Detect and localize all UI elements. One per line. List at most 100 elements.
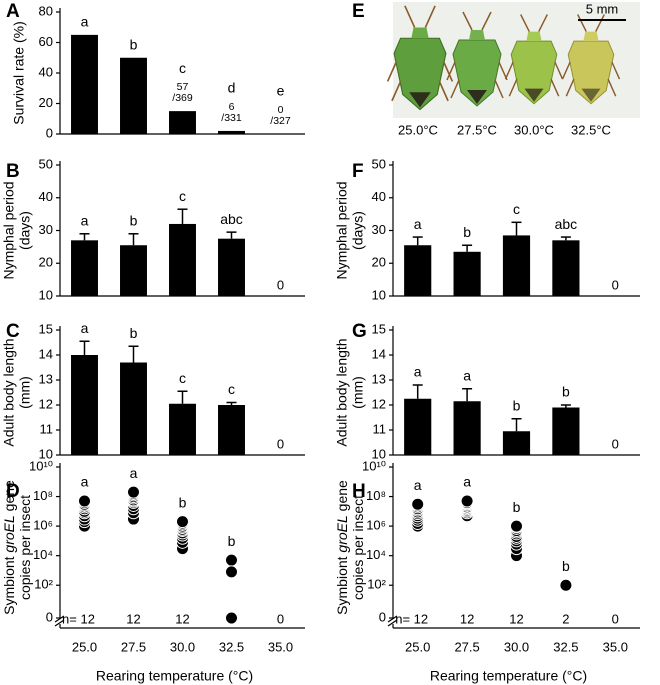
bar	[404, 398, 432, 455]
y-tick-label: 20	[39, 255, 53, 270]
y-tick-label: 10⁸	[33, 488, 53, 503]
bar	[453, 251, 481, 296]
significance-letter: b	[513, 397, 521, 413]
x-tick-label: 32.5	[553, 639, 578, 654]
significance-letter: e	[277, 83, 285, 99]
dot	[176, 515, 189, 529]
y-axis-label-part: copies per insect	[17, 495, 33, 600]
significance-letter: b	[130, 212, 138, 228]
y-axis-label: (mm)	[17, 376, 33, 409]
y-tick-label: 10	[372, 446, 386, 461]
n-label-line: /331	[221, 112, 242, 124]
n-label-line: 57	[177, 81, 189, 93]
bar	[120, 245, 147, 296]
significance-letter: a	[81, 320, 89, 336]
y-axis-label: copies per insect	[17, 495, 33, 600]
significance-letter: b	[179, 494, 187, 510]
y-tick-label: 40	[372, 189, 386, 204]
x-tick-label: 27.5	[454, 639, 479, 654]
y-tick-label: 20	[39, 95, 53, 110]
significance-letter: c	[179, 370, 186, 386]
y-tick-label: 20	[372, 255, 386, 270]
panel-letter: H	[352, 481, 366, 502]
y-axis-label-part: Symbiont	[1, 553, 17, 615]
bar	[71, 34, 98, 134]
bar	[218, 405, 245, 455]
dot	[225, 611, 238, 625]
n-label: 28	[175, 277, 189, 292]
n-label-line: 0	[278, 104, 284, 116]
x-tick-label: 30.0	[170, 639, 195, 654]
n-label: 57/369	[172, 81, 193, 104]
scale-label: 5 mm	[586, 1, 619, 16]
n-label: 0	[612, 436, 619, 451]
axis-break	[54, 615, 65, 623]
n-label: 3	[228, 436, 235, 451]
n-label: n= 12	[62, 611, 95, 626]
y-axis-label: Nymphal period	[334, 181, 350, 279]
y-axis-label: (days)	[17, 211, 33, 250]
y-tick-label: 30	[372, 222, 386, 237]
n-label: 2	[562, 611, 569, 626]
n-label: 3	[228, 611, 235, 626]
n-label: 0	[277, 277, 284, 292]
significance-letter: b	[228, 533, 236, 549]
n-label-line: 219	[76, 106, 94, 118]
y-tick-label: 80	[39, 3, 53, 18]
y-tick-label: 15	[39, 321, 53, 336]
y-tick-label: 50	[372, 156, 386, 171]
n-label-line: /338	[74, 117, 95, 129]
significance-letter: a	[463, 474, 471, 490]
n-label: 29	[509, 277, 523, 292]
bar	[218, 238, 245, 296]
significance-letter: abc	[555, 216, 578, 232]
significance-letter: a	[463, 367, 471, 383]
dot	[559, 578, 573, 592]
significance-letter: a	[81, 14, 89, 30]
y-tick-label: 10⁴	[33, 547, 53, 562]
y-tick-label: 50	[39, 156, 53, 171]
x-tick-label: 25.0	[72, 639, 97, 654]
significance-letter: a	[414, 364, 422, 380]
y-axis-label: copies per insect	[350, 495, 366, 600]
n-label: 0	[612, 611, 619, 626]
dot	[460, 494, 474, 508]
significance-letter: b	[130, 325, 138, 341]
n-label: 91	[460, 277, 474, 292]
n-label: 79	[77, 436, 91, 451]
n-label: 12	[126, 611, 140, 626]
bar	[552, 407, 580, 455]
y-axis-label: Adult body length	[334, 338, 350, 446]
x-axis-label: Rearing temperature (°C)	[96, 668, 253, 684]
significance-letter: c	[179, 188, 186, 204]
bug	[446, 11, 508, 107]
dot	[411, 497, 425, 511]
significance-letter: a	[414, 216, 422, 232]
y-tick-label: 14	[39, 346, 53, 361]
y-axis-label-part: gene	[1, 480, 17, 515]
y-tick-label: 11	[40, 421, 54, 436]
y-tick-label: 30	[39, 222, 53, 237]
axis-break	[54, 619, 65, 627]
x-tick-label: 27.5	[121, 639, 146, 654]
y-tick-label: 40	[39, 64, 53, 79]
bar	[71, 355, 98, 455]
dot	[127, 485, 140, 499]
y-axis-label: (days)	[350, 211, 366, 250]
axis-break	[387, 615, 398, 623]
significance-letter: c	[513, 201, 520, 217]
y-tick-label: 10⁶	[366, 518, 386, 533]
n-label: 12	[175, 611, 189, 626]
y-tick-label: 10²	[34, 577, 53, 592]
significance-letter: b	[562, 558, 570, 574]
y-axis-label-part: copies per insect	[350, 495, 366, 600]
panel-letter: C	[6, 321, 20, 342]
y-tick-label: 12	[39, 396, 53, 411]
n-label-line: 184	[125, 106, 143, 118]
bug	[504, 14, 564, 105]
y-tick-label: 12	[372, 396, 386, 411]
y-tick-label: 0	[379, 609, 386, 624]
n-label-line: 6	[229, 101, 235, 113]
